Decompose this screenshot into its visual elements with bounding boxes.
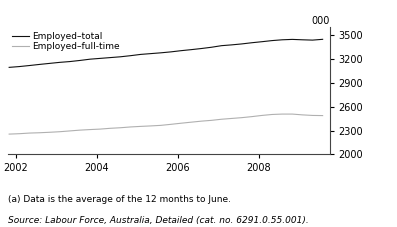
- Employed–total: [169, 50, 173, 53]
- Employed–total: [57, 61, 62, 64]
- Text: Source: Labour Force, Australia, Detailed (cat. no. 6291.0.55.001).: Source: Labour Force, Australia, Detaile…: [8, 216, 309, 225]
- Employed–total: [300, 38, 305, 41]
- Employed–full-time: [189, 121, 194, 123]
- Employed–full-time: [98, 128, 102, 131]
- Employed–total: [199, 47, 204, 50]
- Employed–total: [128, 54, 133, 57]
- Employed–total: [47, 62, 52, 65]
- Employed–full-time: [148, 125, 153, 127]
- Line: Employed–full-time: Employed–full-time: [9, 114, 323, 134]
- Employed–full-time: [108, 127, 113, 130]
- Employed–full-time: [320, 114, 325, 117]
- Employed–full-time: [169, 123, 173, 126]
- Employed–full-time: [229, 117, 234, 120]
- Employed–full-time: [310, 114, 315, 117]
- Employed–full-time: [17, 132, 22, 135]
- Employed–full-time: [7, 133, 12, 136]
- Employed–total: [77, 59, 82, 62]
- Employed–full-time: [260, 114, 264, 117]
- Employed–total: [158, 52, 163, 54]
- Employed–full-time: [209, 119, 214, 122]
- Text: (a) Data is the average of the 12 months to June.: (a) Data is the average of the 12 months…: [8, 195, 231, 204]
- Employed–full-time: [280, 113, 285, 116]
- Employed–total: [239, 42, 244, 45]
- Employed–full-time: [270, 113, 274, 116]
- Employed–full-time: [27, 132, 32, 134]
- Employed–full-time: [219, 118, 224, 121]
- Employed–total: [67, 60, 72, 63]
- Employed–full-time: [179, 122, 183, 125]
- Employed–total: [179, 49, 183, 52]
- Employed–total: [189, 48, 194, 51]
- Employed–total: [98, 57, 102, 60]
- Line: Employed–total: Employed–total: [9, 39, 323, 67]
- Employed–total: [290, 38, 295, 41]
- Employed–full-time: [47, 131, 52, 134]
- Employed–full-time: [77, 129, 82, 131]
- Employed–total: [229, 44, 234, 46]
- Employed–total: [37, 63, 42, 66]
- Employed–total: [209, 46, 214, 49]
- Employed–full-time: [290, 113, 295, 116]
- Employed–total: [138, 53, 143, 56]
- Employed–total: [88, 58, 93, 61]
- Employed–full-time: [128, 126, 133, 128]
- Employed–full-time: [249, 115, 254, 118]
- Employed–total: [17, 65, 22, 68]
- Employed–total: [280, 38, 285, 41]
- Employed–full-time: [199, 120, 204, 123]
- Employed–total: [219, 44, 224, 47]
- Employed–total: [270, 39, 274, 42]
- Employed–full-time: [37, 131, 42, 134]
- Employed–full-time: [239, 116, 244, 119]
- Employed–full-time: [158, 124, 163, 127]
- Employed–total: [320, 38, 325, 41]
- Employed–full-time: [67, 130, 72, 132]
- Employed–total: [260, 40, 264, 43]
- Employed–total: [7, 66, 12, 69]
- Employed–total: [27, 64, 32, 67]
- Employed–total: [310, 39, 315, 42]
- Employed–total: [118, 55, 123, 58]
- Employed–full-time: [57, 130, 62, 133]
- Employed–full-time: [118, 126, 123, 129]
- Employed–full-time: [88, 128, 93, 131]
- Legend: Employed–total, Employed–full-time: Employed–total, Employed–full-time: [12, 32, 120, 51]
- Employed–full-time: [300, 114, 305, 116]
- Employed–total: [249, 41, 254, 44]
- Employed–full-time: [138, 125, 143, 128]
- Employed–total: [108, 56, 113, 59]
- Employed–total: [148, 52, 153, 55]
- Text: 000: 000: [311, 16, 330, 26]
